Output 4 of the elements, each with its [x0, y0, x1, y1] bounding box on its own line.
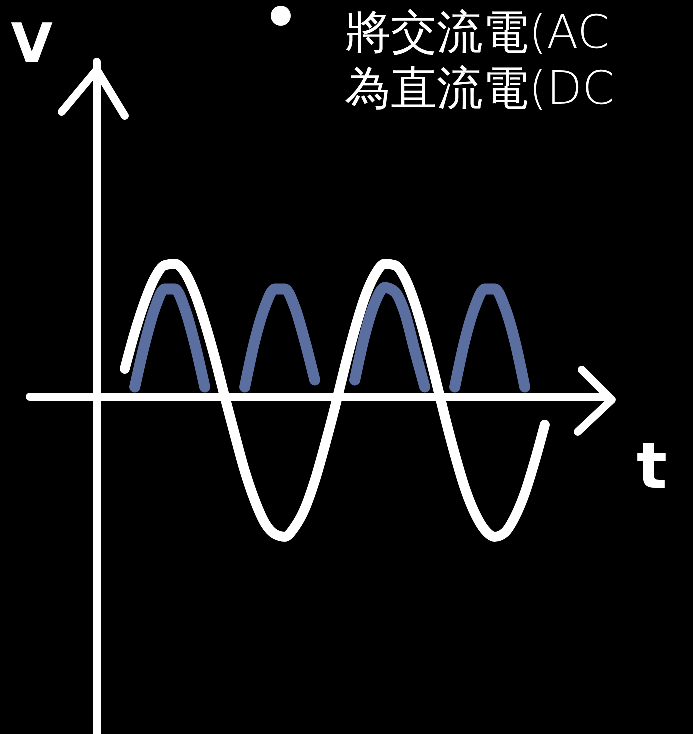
text: 為直流電(DC: [345, 61, 614, 115]
text: 將交流電(AC: [345, 5, 610, 59]
x-axis-title: t: [636, 430, 668, 504]
y-axis-title: V: [11, 12, 54, 75]
